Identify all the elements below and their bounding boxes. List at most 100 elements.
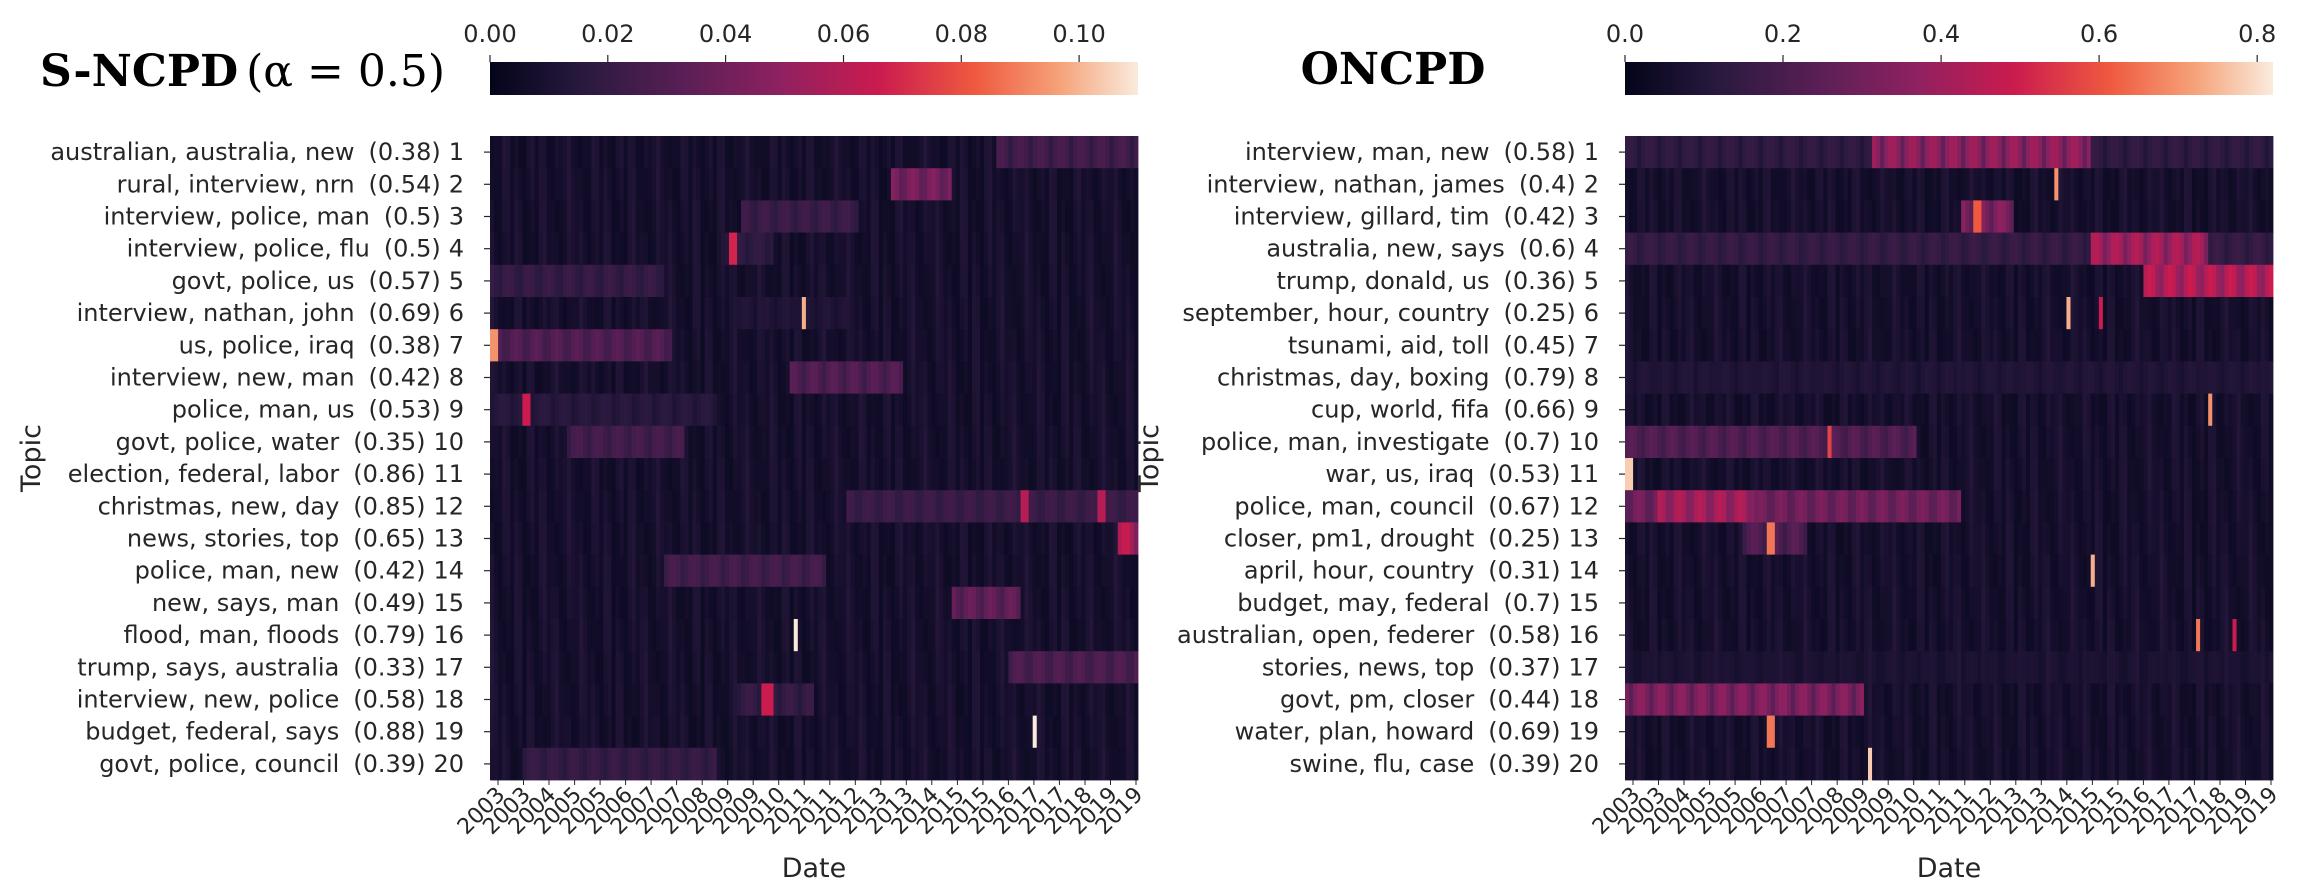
heatmap-cell <box>1706 329 1711 362</box>
heatmap-cell <box>1900 393 1905 427</box>
heatmap-cell <box>530 200 535 233</box>
heatmap-cell <box>915 168 920 201</box>
heatmap-cell <box>1065 168 1070 201</box>
heatmap-cell <box>688 490 693 523</box>
heatmap-cell <box>2115 168 2120 201</box>
heatmap-cell <box>1803 168 1808 201</box>
heatmap-cell <box>1020 490 1025 523</box>
heatmap-cell <box>635 329 641 362</box>
heatmap-cell <box>988 683 993 716</box>
heatmap-cell <box>866 425 872 459</box>
heatmap-cell <box>700 619 706 652</box>
heatmap-cell <box>2171 232 2177 266</box>
heatmap-cell <box>668 586 673 620</box>
heatmap-cell <box>809 651 815 684</box>
heatmap-cell <box>2155 264 2160 298</box>
heatmap-cell <box>1734 168 1739 201</box>
heatmap-cell <box>2220 297 2225 330</box>
heatmap-cell <box>1989 264 1994 298</box>
heatmap-cell <box>1880 361 1885 394</box>
heatmap-cell <box>2078 329 2084 362</box>
heatmap-cell <box>2066 200 2071 233</box>
heatmap-cell <box>809 393 815 427</box>
heatmap-cell <box>1016 329 1021 362</box>
heatmap-cell <box>2131 393 2136 427</box>
heatmap-cell <box>1738 168 1743 201</box>
heatmap-cell <box>664 136 669 169</box>
heatmap-cell <box>862 200 868 233</box>
heatmap-cell <box>712 619 718 652</box>
heatmap-cell <box>943 747 949 781</box>
heatmap-cell <box>1032 619 1038 652</box>
heatmap-cell <box>801 619 807 652</box>
heatmap-cell <box>1819 168 1824 201</box>
heatmap-cell <box>955 619 961 652</box>
heatmap-cell <box>1880 200 1885 233</box>
heatmap-cell <box>704 136 710 169</box>
heatmap-cell <box>1044 329 1050 362</box>
heatmap-cell <box>915 136 920 169</box>
heatmap-cell <box>1689 232 1695 266</box>
topic-score: (0.69) <box>369 299 441 327</box>
heatmap-cell <box>1657 264 1662 298</box>
heatmap-cell <box>765 361 770 394</box>
heatmap-cell <box>639 297 645 330</box>
heatmap-cell <box>1710 136 1715 169</box>
heatmap-cell <box>550 200 556 233</box>
heatmap-cell <box>737 168 742 201</box>
heatmap-cell <box>781 522 787 555</box>
heatmap-cell <box>1077 200 1082 233</box>
heatmap-cell <box>919 329 924 362</box>
heatmap-cell <box>980 747 985 781</box>
heatmap-cell <box>761 554 766 588</box>
heatmap-cell <box>2094 329 2100 362</box>
heatmap-cell <box>923 168 928 201</box>
heatmap-cell <box>2240 200 2246 233</box>
topic-index: 14 <box>433 557 464 585</box>
heatmap-cell <box>899 329 904 362</box>
heatmap-cell <box>2009 393 2015 427</box>
heatmap-cell <box>781 554 787 588</box>
heatmap-cell <box>627 361 633 394</box>
heatmap-cell <box>1012 393 1017 427</box>
heatmap-cell <box>502 425 507 459</box>
heatmap-cell <box>1924 361 1930 394</box>
heatmap-cell <box>647 232 653 266</box>
heatmap-cell <box>546 619 552 652</box>
heatmap-cell <box>1677 200 1683 233</box>
heatmap-cell <box>984 651 989 684</box>
heatmap-cell <box>635 458 641 491</box>
sncpd-panel: S-NCPD (α = 0.5) 0.00 0.02 0.04 0.06 0.08 0.10… <box>16 20 1148 884</box>
heatmap-cell <box>814 522 819 555</box>
heatmap-cell <box>611 297 616 330</box>
heatmap-cell <box>1105 168 1111 201</box>
heatmap-cell <box>1020 651 1025 684</box>
heatmap-cell <box>623 586 629 620</box>
heatmap-cell <box>967 136 973 169</box>
heatmap-cell <box>619 554 625 588</box>
heatmap-cell <box>1061 586 1066 620</box>
heatmap-cell <box>603 554 608 588</box>
heatmap-cell <box>1823 136 1828 169</box>
heatmap-cell <box>518 393 523 427</box>
heatmap-cell <box>720 264 726 298</box>
heatmap-cell <box>992 425 997 459</box>
heatmap-cell <box>712 586 718 620</box>
heatmap-cell <box>773 297 778 330</box>
heatmap-cell <box>1032 361 1038 394</box>
heatmap-cell <box>595 586 600 620</box>
heatmap-cell <box>801 297 807 330</box>
heatmap-cell <box>2183 232 2189 266</box>
heatmap-cell <box>716 200 722 233</box>
heatmap-cell <box>1665 361 1670 394</box>
heatmap-cell <box>801 232 807 266</box>
heatmap-cell <box>1069 619 1074 652</box>
heatmap-cell <box>1089 297 1094 330</box>
heatmap-cell <box>1884 168 1889 201</box>
heatmap-cell <box>890 136 896 169</box>
heatmap-cell <box>2090 297 2096 330</box>
heatmap-cell <box>1868 200 1873 233</box>
heatmap-cell <box>2147 200 2152 233</box>
heatmap-cell <box>2244 232 2250 266</box>
heatmap-cell <box>1961 232 1966 266</box>
